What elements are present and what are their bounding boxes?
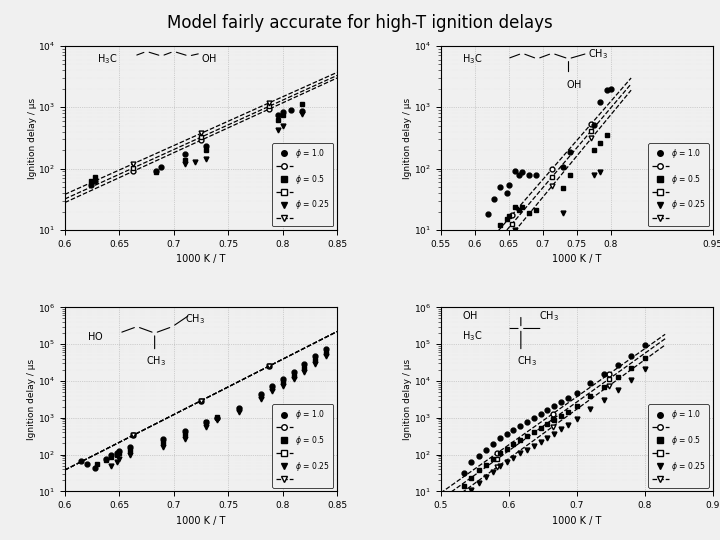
Text: $\mathregular{OH}$: $\mathregular{OH}$	[462, 309, 478, 321]
Text: $\mathregular{CH_3}$: $\mathregular{CH_3}$	[184, 312, 204, 326]
Text: $\mathregular{OH}$: $\mathregular{OH}$	[566, 78, 582, 90]
Text: $\mathregular{HO}$: $\mathregular{HO}$	[86, 330, 103, 342]
X-axis label: 1000 K / T: 1000 K / T	[552, 254, 601, 264]
Text: $\mathregular{H_3C}$: $\mathregular{H_3C}$	[462, 329, 482, 343]
Legend: $\phi$ = 1.0, , $\phi$ = 0.5, , $\phi$ = 0.25, : $\phi$ = 1.0, , $\phi$ = 0.5, , $\phi$ =…	[648, 404, 709, 488]
Text: Model fairly accurate for high-T ignition delays: Model fairly accurate for high-T ignitio…	[167, 14, 553, 31]
Y-axis label: Ignition delay / μs: Ignition delay / μs	[403, 359, 412, 440]
Text: $\mathregular{OH}$: $\mathregular{OH}$	[201, 52, 217, 64]
Y-axis label: Ignition delay / μs: Ignition delay / μs	[27, 97, 37, 179]
Text: $\mathregular{CH_3}$: $\mathregular{CH_3}$	[517, 354, 537, 368]
Text: $\mathregular{CH_3}$: $\mathregular{CH_3}$	[146, 354, 166, 368]
X-axis label: 1000 K / T: 1000 K / T	[176, 254, 225, 264]
Legend: $\phi$ = 1.0, , $\phi$ = 0.5, , $\phi$ = 0.25, : $\phi$ = 1.0, , $\phi$ = 0.5, , $\phi$ =…	[648, 143, 709, 226]
Legend: $\phi$ = 1.0, , $\phi$ = 0.5, , $\phi$ = 0.25, : $\phi$ = 1.0, , $\phi$ = 0.5, , $\phi$ =…	[272, 143, 333, 226]
Text: $\mathregular{H_3C}$: $\mathregular{H_3C}$	[97, 52, 118, 66]
Text: $\mathregular{H_3C}$: $\mathregular{H_3C}$	[462, 52, 482, 66]
X-axis label: 1000 K / T: 1000 K / T	[176, 516, 225, 525]
X-axis label: 1000 K / T: 1000 K / T	[552, 516, 601, 525]
Y-axis label: Ignition delay / μs: Ignition delay / μs	[27, 359, 37, 440]
Y-axis label: Ignition delay / μs: Ignition delay / μs	[403, 97, 413, 179]
Legend: $\phi$ = 1.0, , $\phi$ = 0.5, , $\phi$ = 0.25, : $\phi$ = 1.0, , $\phi$ = 0.5, , $\phi$ =…	[272, 404, 333, 488]
Text: $\mathregular{CH_3}$: $\mathregular{CH_3}$	[588, 47, 608, 60]
Text: $\mathregular{CH_3}$: $\mathregular{CH_3}$	[539, 309, 559, 323]
